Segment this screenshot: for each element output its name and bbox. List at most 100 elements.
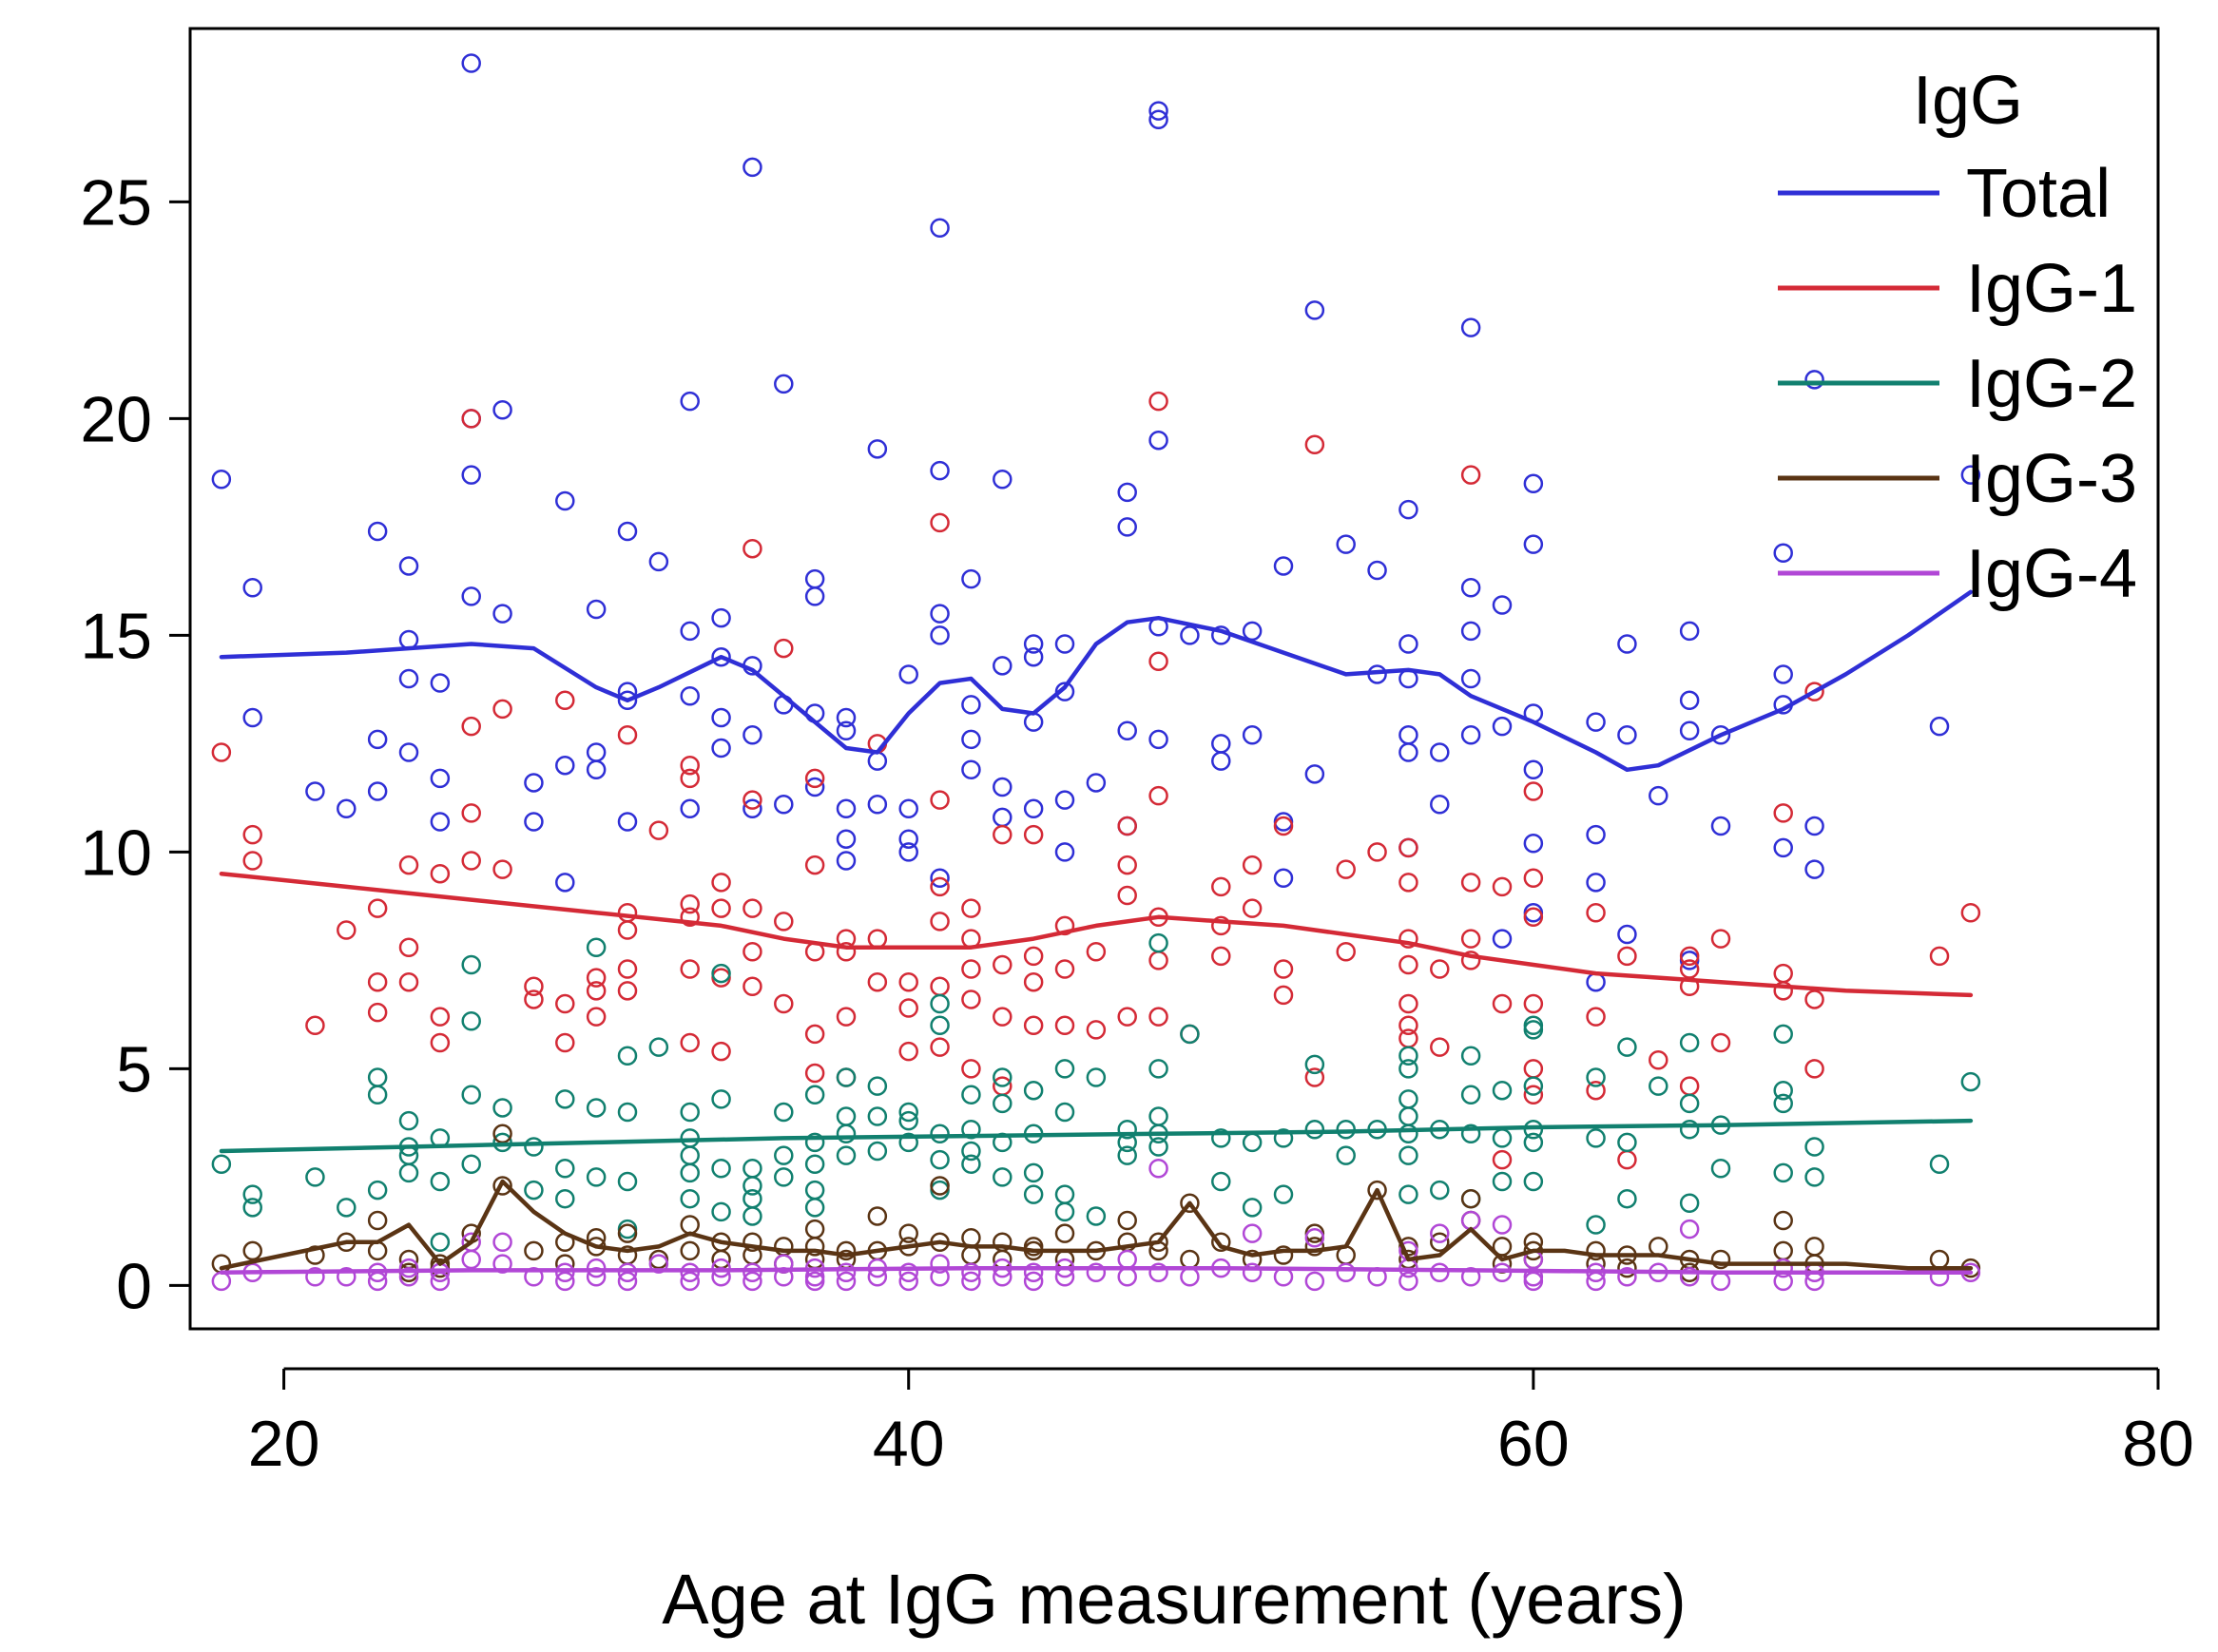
- data-point: [367, 898, 388, 918]
- data-point: [492, 1232, 512, 1253]
- data-point: [1117, 482, 1137, 503]
- data-point: [617, 1262, 638, 1282]
- data-point: [836, 1007, 857, 1027]
- data-point: [1148, 391, 1168, 412]
- y-tick-label: 0: [116, 1250, 152, 1322]
- data-point: [1679, 946, 1700, 967]
- data-point: [1460, 577, 1481, 598]
- data-point: [961, 1141, 981, 1162]
- data-point: [804, 1198, 825, 1218]
- data-point: [774, 794, 794, 815]
- data-point: [743, 898, 762, 918]
- data-point: [1180, 1267, 1200, 1287]
- data-point: [836, 851, 857, 871]
- data-point: [1211, 1232, 1231, 1253]
- data-point: [398, 1258, 419, 1278]
- data-point: [1460, 1188, 1481, 1209]
- data-point: [1242, 898, 1263, 918]
- data-point: [1398, 1124, 1418, 1144]
- data-point: [930, 993, 950, 1014]
- data-point: [1773, 1258, 1793, 1278]
- data-point: [930, 1015, 950, 1036]
- data-point: [586, 759, 607, 780]
- data-point: [898, 971, 918, 992]
- data-point: [1679, 1267, 1700, 1287]
- data-point: [1492, 595, 1513, 615]
- data-point: [492, 1124, 512, 1144]
- data-point: [305, 1267, 325, 1287]
- data-point: [1804, 1237, 1824, 1257]
- data-point: [1804, 1059, 1824, 1079]
- data-point: [461, 1085, 481, 1105]
- x-axis-title: Age at IgG measurement (years): [662, 1560, 1687, 1639]
- data-point: [1117, 1267, 1137, 1287]
- data-point: [1054, 1015, 1075, 1036]
- data-point: [1023, 1015, 1044, 1036]
- data-point: [680, 1032, 700, 1053]
- data-point: [648, 820, 669, 840]
- data-point: [711, 1089, 731, 1109]
- data-point: [1304, 1227, 1325, 1248]
- data-point: [743, 1232, 762, 1253]
- data-point: [555, 1262, 575, 1282]
- data-point: [711, 963, 731, 984]
- data-point: [1273, 556, 1294, 576]
- data-point: [743, 798, 762, 819]
- data-point: [555, 1271, 575, 1292]
- data-point: [1586, 971, 1606, 992]
- data-point: [961, 1059, 981, 1079]
- data-point: [1242, 1223, 1263, 1243]
- y-tick-label: 5: [116, 1033, 152, 1105]
- data-point: [1773, 543, 1793, 564]
- data-point: [836, 942, 857, 962]
- data-point: [930, 790, 950, 810]
- data-point: [1460, 1085, 1481, 1105]
- data-point: [461, 53, 481, 73]
- data-point: [1211, 1128, 1231, 1148]
- data-point: [867, 751, 888, 771]
- data-point: [867, 929, 888, 949]
- data-point: [1211, 876, 1231, 897]
- data-point: [1086, 773, 1107, 793]
- data-point: [711, 646, 731, 667]
- data-point: [1054, 1184, 1075, 1204]
- data-point: [711, 707, 731, 728]
- data-point: [930, 1124, 950, 1144]
- data-point: [1054, 1059, 1075, 1079]
- data-point: [1086, 1206, 1107, 1226]
- data-point: [1211, 1171, 1231, 1192]
- data-point: [1117, 1119, 1137, 1140]
- data-point: [211, 1271, 232, 1292]
- data-point: [1460, 1046, 1481, 1066]
- data-point: [648, 1037, 669, 1057]
- data-point: [930, 868, 950, 889]
- data-point: [1679, 1076, 1700, 1096]
- data-point: [617, 521, 638, 542]
- data-point: [1398, 634, 1418, 654]
- data-point: [804, 1063, 825, 1084]
- data-point: [680, 1215, 700, 1235]
- data-point: [1242, 1132, 1263, 1153]
- data-point: [586, 742, 607, 762]
- data-point: [1336, 942, 1356, 962]
- data-point: [367, 1210, 388, 1231]
- data-point: [1398, 1028, 1418, 1048]
- data-point: [1054, 790, 1075, 810]
- data-point: [680, 768, 700, 789]
- trend-line-igg-1: [219, 871, 1974, 998]
- data-point: [1430, 742, 1450, 762]
- data-point: [242, 707, 262, 728]
- data-point: [993, 954, 1013, 975]
- data-point: [1679, 1193, 1700, 1214]
- plot-frame: [188, 27, 2160, 1331]
- data-point: [555, 1032, 575, 1053]
- data-point: [1523, 1076, 1544, 1096]
- data-point: [242, 577, 262, 598]
- data-point: [1460, 317, 1481, 337]
- data-point: [1148, 932, 1168, 953]
- data-point: [1211, 734, 1231, 754]
- data-point: [1679, 621, 1700, 642]
- data-point: [1430, 1223, 1450, 1243]
- data-point: [398, 971, 419, 992]
- data-point: [211, 469, 232, 490]
